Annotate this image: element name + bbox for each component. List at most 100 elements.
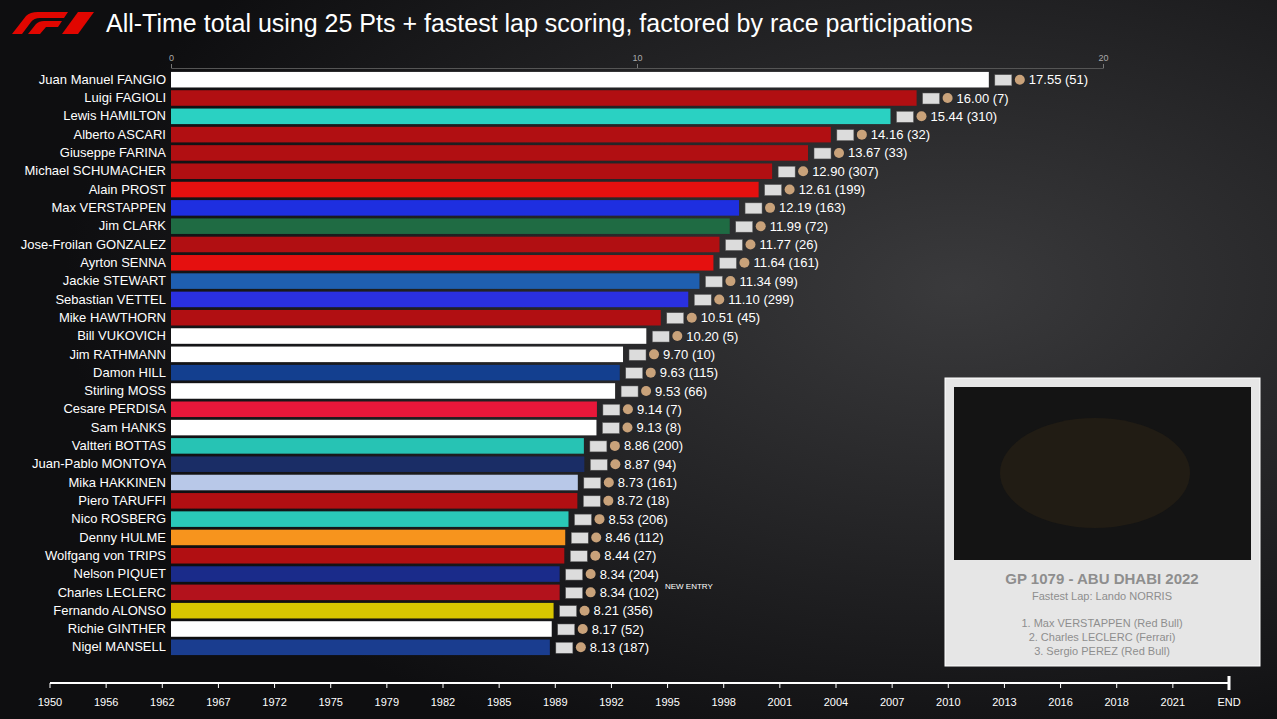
panel-image [954,387,1251,560]
helmet-icon [756,221,766,231]
helmet-icon [739,258,749,268]
bar [171,603,554,619]
x-axis: 0 10 20 [169,53,1109,69]
helmet-icon [1015,75,1025,85]
bar [171,237,719,253]
background [0,0,1277,719]
helmet-icon [610,441,620,451]
chart: All-Time total using 25 Pts + fastest la… [0,0,1277,719]
helmet-icon [594,514,604,524]
timeline-label: 2001 [768,696,792,708]
flag-icon [626,368,643,379]
y-tick: Jose-Froilan GONZALEZ [21,237,171,252]
helmet-icon [623,404,633,414]
flag-icon [584,478,601,489]
helmet-icon [672,331,682,341]
data-label: 8.34 (102) [600,585,659,600]
category-label: Jose-Froilan GONZALEZ [21,237,166,252]
category-label: Jim RATHMANN [69,347,166,362]
data-label: 8.86 (200) [624,438,683,453]
category-label: Jackie STEWART [63,273,166,288]
x-tick-label: 10 [632,53,642,63]
data-label: 8.87 (94) [624,457,676,472]
y-tick: Jim CLARK [99,218,171,233]
x-tick-mark [637,64,638,68]
category-label: Mike HAWTHORN [59,310,166,325]
helmet-icon [586,587,596,597]
y-tick: Cesare PERDISA [63,401,171,416]
timeline-tick [1060,683,1061,688]
y-axis: Juan Manuel FANGIOLuigi FAGIOLILewis HAM… [21,72,171,655]
flag-icon [923,93,940,104]
x-tick-label: 20 [1098,53,1108,63]
y-tick: Max VERSTAPPEN [51,200,171,215]
helmet-icon [641,386,651,396]
x-tick-label: 0 [169,53,174,63]
timeline-tick [218,683,219,688]
flag-icon [667,313,684,324]
flag-icon [558,624,575,635]
panel-podium: 2. Charles LECLERC (Ferrari) [1029,631,1176,643]
timeline-tick [723,683,724,688]
category-label: Michael SCHUMACHER [24,163,166,178]
bar [171,127,831,143]
flag-icon [556,642,573,653]
category-label: Juan-Pablo MONTOYA [32,456,166,471]
timeline-label: 1979 [375,696,399,708]
flag-icon [590,459,607,470]
flag-icon [570,551,587,562]
timeline-tick [330,683,331,688]
bar [171,255,713,271]
x-axis-line [172,64,1104,69]
category-label: Fernando ALONSO [53,603,166,618]
category-label: Alain PROST [89,182,166,197]
category-label: Sam HANKS [91,420,166,435]
timeline-label: 2010 [936,696,960,708]
bar [171,530,565,546]
timeline-tick [948,683,949,688]
timeline-tick [611,683,612,688]
category-label: Denny HULME [79,530,166,545]
bar [171,475,578,491]
y-tick: Nico ROSBERG [71,511,171,526]
y-tick: Charles LECLERC [58,585,171,600]
y-tick: Mika HAKKINEN [68,475,171,490]
data-label: 8.53 (206) [608,512,667,527]
flag-icon [837,130,854,141]
timeline-label: 1956 [94,696,118,708]
y-tick: Alberto ASCARI [74,127,172,142]
helmet-icon [646,368,656,378]
panel-image-car [1000,418,1190,528]
data-label: 9.70 (10) [663,347,715,362]
data-label: 9.53 (66) [655,384,707,399]
category-label: Nigel MANSELL [72,639,166,654]
timeline-label: 1962 [150,696,174,708]
bar [171,566,560,582]
bars [171,72,989,655]
helmet-icon [785,185,795,195]
category-label: Alberto ASCARI [74,127,167,142]
timeline: 1950195619621967197219751979198219851989… [38,676,1241,708]
timeline-label: END [1217,696,1240,708]
category-label: Charles LECLERC [58,585,166,600]
flag-icon [765,185,782,196]
data-label: 14.16 (32) [871,127,930,142]
y-tick: Juan Manuel FANGIO [39,72,171,87]
y-tick: Wolfgang von TRIPS [45,548,171,563]
helmet-icon [578,624,588,634]
flag-icon [574,514,591,525]
data-label: 11.64 (161) [753,255,819,270]
flag-icon [778,166,795,177]
data-label: 12.19 (163) [779,200,846,215]
timeline-label: 1950 [38,696,62,708]
timeline-tick [499,683,500,688]
timeline-tick [667,683,668,688]
bar [171,456,584,472]
data-label: 12.90 (307) [812,164,879,179]
flag-icon [694,294,711,305]
data-label: 12.61 (199) [799,182,866,197]
flag-icon [583,496,600,507]
data-label: 8.34 (204) [600,567,659,582]
panel-title: GP 1079 - ABU DHABI 2022 [1005,570,1198,587]
timeline-tick [443,683,444,688]
